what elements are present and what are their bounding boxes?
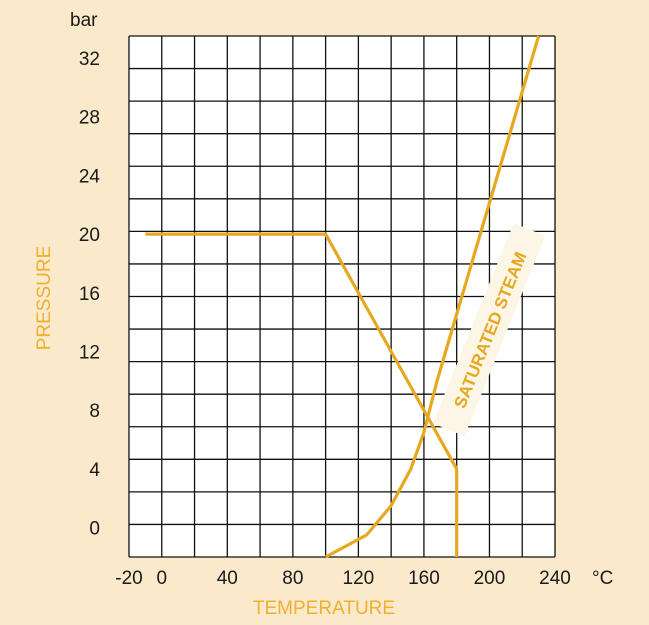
y-axis-title: PRESSURE (34, 246, 55, 351)
y-tick-label: 0 (89, 519, 100, 540)
x-tick-label: 40 (217, 568, 238, 589)
x-tick-labels: -20 0 40 80 120 160 200 240 (115, 568, 571, 589)
y-tick-label: 24 (79, 166, 101, 187)
x-tick-label: 200 (474, 568, 506, 589)
x-axis-title: TEMPERATURE (253, 598, 395, 619)
x-tick-label: 240 (539, 568, 571, 589)
x-unit-label: °C (592, 568, 613, 589)
series-line-1 (145, 232, 459, 557)
y-tick-labels: 0 4 8 12 16 20 24 28 32 (79, 49, 101, 540)
series-layer (145, 35, 541, 559)
x-tick-label: 0 (156, 568, 167, 589)
y-tick-label: 4 (89, 460, 100, 481)
x-tick-label: 120 (343, 568, 375, 589)
y-tick-label: 16 (79, 284, 100, 305)
series-line-2 (324, 35, 541, 559)
x-tick-label: -20 (115, 568, 142, 589)
y-tick-label: 28 (79, 108, 100, 129)
y-tick-label: 32 (79, 49, 100, 70)
annotation-background (432, 223, 546, 437)
x-tick-label: 160 (408, 568, 440, 589)
y-tick-label: 20 (79, 225, 100, 246)
y-tick-label: 8 (89, 401, 100, 422)
y-unit-label: bar (70, 10, 98, 31)
y-tick-label: 12 (79, 343, 100, 364)
x-tick-label: 80 (282, 568, 303, 589)
